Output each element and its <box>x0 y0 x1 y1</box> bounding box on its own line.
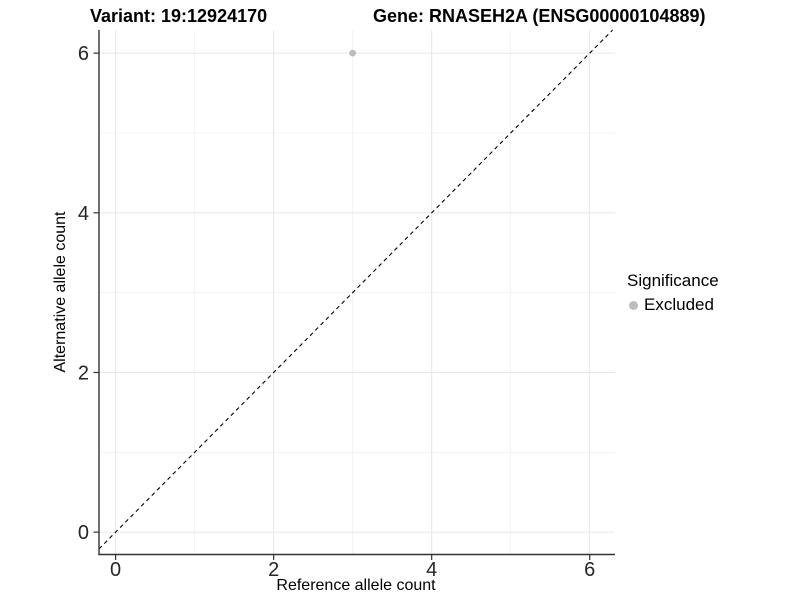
svg-text:2: 2 <box>78 362 89 384</box>
svg-text:4: 4 <box>426 559 437 581</box>
legend-item-label: Excluded <box>644 295 714 314</box>
svg-text:0: 0 <box>78 522 89 544</box>
x-axis-label: Reference allele count <box>276 577 436 594</box>
svg-text:6: 6 <box>78 43 89 65</box>
chart-title-variant: Variant: 19:12924170 <box>90 6 268 26</box>
chart-title-gene: Gene: RNASEH2A (ENSG00000104889) <box>373 6 706 26</box>
svg-text:0: 0 <box>110 559 121 581</box>
legend: Significance Excluded <box>627 271 719 315</box>
svg-text:6: 6 <box>584 559 595 581</box>
legend-title: Significance <box>627 271 719 290</box>
legend-item-excluded: Excluded <box>627 295 719 315</box>
svg-text:2: 2 <box>268 559 279 581</box>
svg-text:4: 4 <box>78 203 89 225</box>
legend-marker-circle-icon <box>629 300 638 310</box>
y-axis-label: Alternative allele count <box>52 211 69 373</box>
